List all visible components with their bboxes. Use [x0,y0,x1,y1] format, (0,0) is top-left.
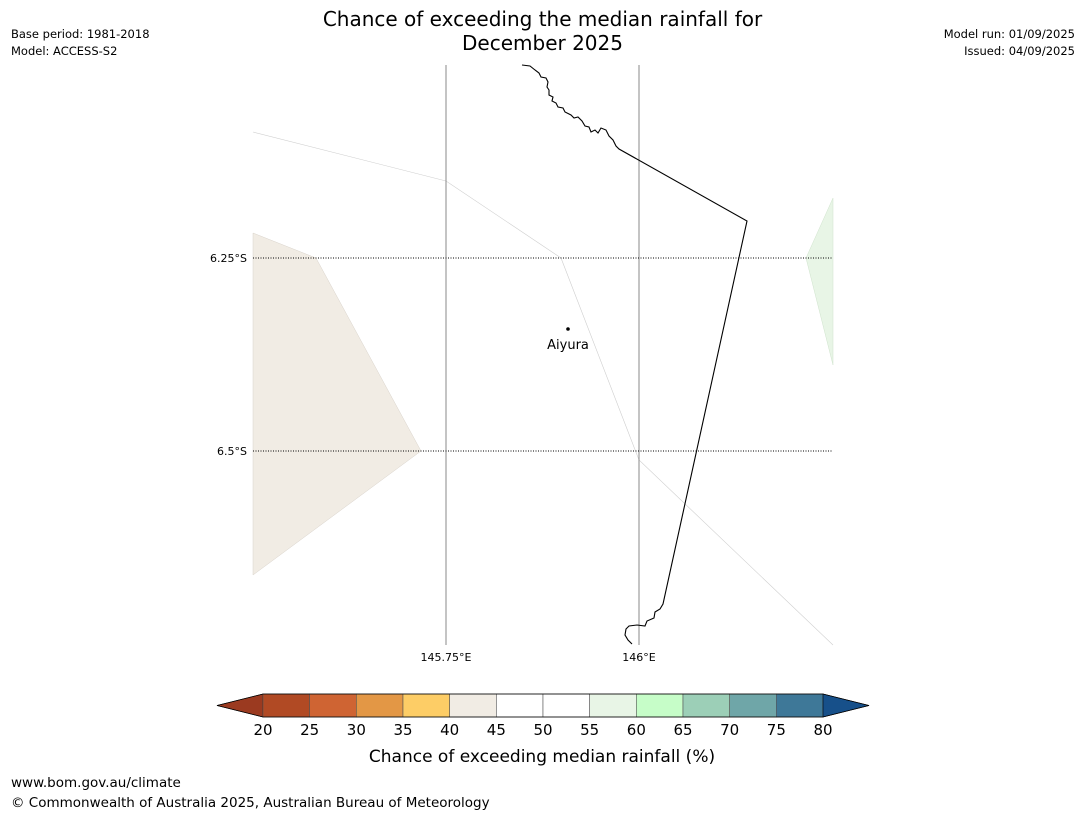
footer-url: www.bom.gov.au/climate [11,775,181,791]
boundary-line [521,64,748,645]
colorbar-segment [496,693,544,718]
colorbar-segment [729,693,777,718]
colorbar-tick-label: 40 [440,721,459,739]
base-period: Base period: 1981-2018 [11,27,150,41]
colorbar-segment [449,693,497,718]
colorbar-segment [309,693,357,718]
lat-label-6-25: 6.25°S [210,252,247,265]
colorbar-segment [682,693,730,718]
issued-date: Issued: 04/09/2025 [964,44,1075,58]
colorbar-over-arrow [822,693,870,718]
colorbar-tick-label: 50 [533,721,552,739]
model-run: Model run: 01/09/2025 [943,27,1075,41]
lat-label-6-5: 6.5°S [217,445,247,458]
colorbar-tick-label: 80 [813,721,832,739]
colorbar-under-arrow [216,693,264,718]
title-line-1: Chance of exceeding the median rainfall … [322,7,763,31]
colorbar-tick-label: 70 [720,721,739,739]
colorbar-tick-label: 35 [393,721,412,739]
colorbar-segment [636,693,684,718]
colorbar-tick-label: 75 [767,721,786,739]
map: Aiyura 6.25°S 6.5°S 145.75°E 146°E [210,64,834,664]
colorbar-tick-label: 65 [673,721,692,739]
meta-right: Model run: 01/09/2025 Issued: 04/09/2025 [944,26,1075,60]
footer-copyright: © Commonwealth of Australia 2025, Austra… [11,795,490,811]
colorbar-segment [262,693,310,718]
colorbar-segment [589,693,637,718]
lon-label-146: 146°E [622,651,655,664]
colorbar-tick-label: 25 [300,721,319,739]
probability-region-55-60 [805,197,834,366]
colorbar-label: Chance of exceeding median rainfall (%) [369,747,715,767]
colorbar-tick-label: 45 [487,721,506,739]
chart-title: Chance of exceeding the median rainfall … [0,7,1085,55]
title-line-2: December 2025 [462,31,623,55]
model-name: Model: ACCESS-S2 [11,44,118,58]
colorbar-outline [216,693,870,718]
colorbar-tick-label: 60 [627,721,646,739]
colorbar-segment [356,693,404,718]
colorbar-tick-label: 30 [347,721,366,739]
place-marker-aiyura [566,327,570,331]
colorbar-tick-label: 20 [253,721,272,739]
colorbar-segment [402,693,450,718]
colorbar-segment [776,693,824,718]
place-label-aiyura: Aiyura [547,338,589,353]
lon-label-145-75: 145.75°E [421,651,472,664]
meta-left: Base period: 1981-2018 Model: ACCESS-S2 [11,26,150,60]
colorbar-tick-label: 55 [580,721,599,739]
colorbar-segment [542,693,590,718]
